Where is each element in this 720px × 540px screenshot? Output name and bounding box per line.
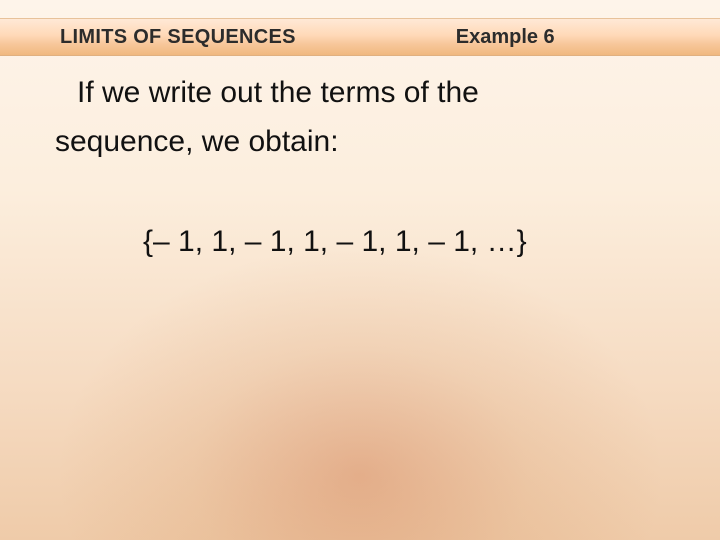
header-bar: LIMITS OF SEQUENCES Example 6 [0, 18, 720, 56]
body-line-2: sequence, we obtain: [55, 119, 675, 166]
body-line-1: If we write out the terms of the [55, 70, 675, 117]
slide-body: If we write out the terms of the sequenc… [55, 70, 675, 259]
sequence-expression: {– 1, 1, – 1, 1, – 1, 1, – 1, …} [143, 225, 675, 259]
header-title: LIMITS OF SEQUENCES [60, 26, 296, 49]
example-label: Example 6 [456, 26, 555, 49]
